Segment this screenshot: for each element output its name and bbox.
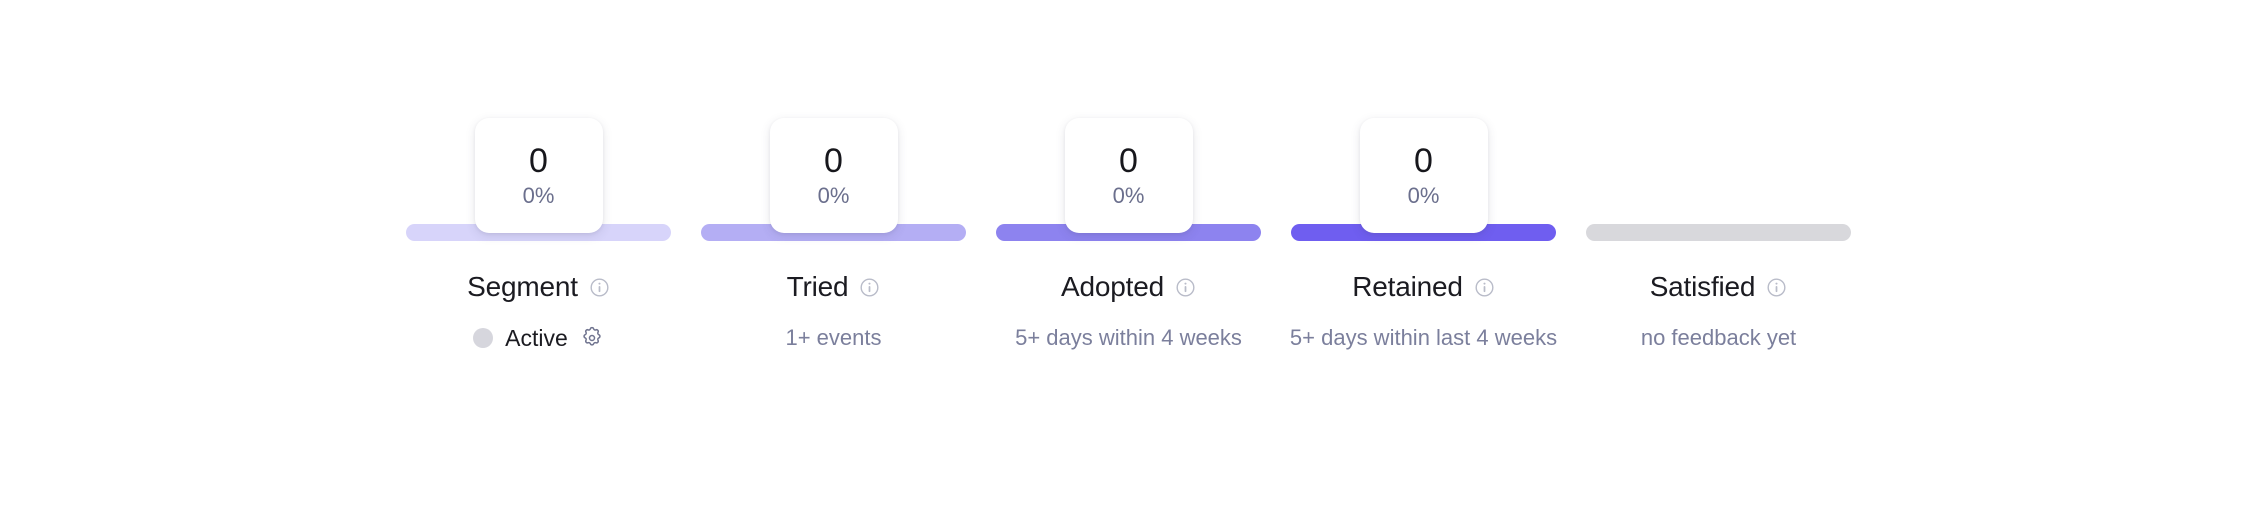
- stage-subtitle: no feedback yet: [1640, 325, 1797, 350]
- stage-label-row: Segment: [467, 271, 610, 303]
- funnel-stage-adopted: 0 0% Adopted 5+ days within 4 weeks: [996, 118, 1261, 353]
- stage-subtitle: 5+ days within last 4 weeks: [1289, 325, 1558, 350]
- status-dot: [473, 328, 494, 348]
- value-card-tried[interactable]: 0 0%: [769, 118, 898, 233]
- value-card-count: 0: [1119, 142, 1138, 180]
- value-card-slot: 0 0%: [701, 118, 966, 233]
- info-icon[interactable]: [1474, 277, 1495, 298]
- progress-bar-wrap: [1586, 224, 1851, 241]
- stage-subtitle: 1+ events: [785, 325, 882, 350]
- info-icon[interactable]: [589, 277, 610, 298]
- gear-icon[interactable]: [580, 326, 604, 350]
- value-card-percent: 0%: [522, 183, 555, 208]
- stage-subtitle-row: 1+ events: [785, 323, 881, 353]
- value-card-count: 0: [824, 142, 843, 180]
- value-card-percent: 0%: [1112, 183, 1145, 208]
- value-card-slot: 0 0%: [406, 118, 671, 233]
- value-card-segment[interactable]: 0 0%: [474, 118, 603, 233]
- stage-label-row: Retained: [1352, 271, 1494, 303]
- info-icon[interactable]: [1175, 277, 1196, 298]
- stage-title-satisfied: Satisfied: [1649, 271, 1756, 302]
- status-label: Active: [505, 324, 568, 351]
- stage-title-tried: Tried: [786, 271, 849, 302]
- value-card-retained[interactable]: 0 0%: [1359, 118, 1488, 233]
- info-icon[interactable]: [1766, 277, 1787, 298]
- funnel-stage-satisfied: Satisfied no feedback yet: [1586, 118, 1851, 353]
- stage-subtitle: 5+ days within 4 weeks: [1015, 325, 1242, 350]
- stage-label-row: Satisfied: [1650, 271, 1788, 303]
- info-icon[interactable]: [859, 277, 880, 298]
- value-card-percent: 0%: [1407, 183, 1440, 208]
- value-card-percent: 0%: [817, 183, 850, 208]
- stage-title-segment: Segment: [467, 271, 578, 302]
- funnel-stage-retained: 0 0% Retained 5+ days within last 4 week…: [1290, 118, 1557, 353]
- stage-subtitle-row: no feedback yet: [1641, 323, 1796, 353]
- value-card-slot: 0 0%: [996, 118, 1261, 233]
- value-card-count: 0: [1414, 142, 1433, 180]
- funnel-stage-tried: 0 0% Tried 1+ events: [701, 118, 966, 353]
- stage-label-row: Tried: [787, 271, 881, 303]
- value-card-slot: 0 0%: [1291, 118, 1556, 233]
- value-card-adopted[interactable]: 0 0%: [1064, 118, 1193, 233]
- progress-bar-satisfied[interactable]: [1586, 224, 1851, 241]
- stage-title-adopted: Adopted: [1061, 271, 1164, 302]
- value-card-count: 0: [529, 142, 548, 180]
- value-card-slot: [1586, 118, 1851, 233]
- stage-status-row: Active: [473, 323, 604, 353]
- stage-subtitle-row: 5+ days within 4 weeks: [1015, 323, 1242, 353]
- stage-label-row: Adopted: [1061, 271, 1196, 303]
- funnel-stage-segment: 0 0% Segment Active: [406, 118, 671, 353]
- stage-title-retained: Retained: [1352, 271, 1463, 302]
- stage-subtitle-row: 5+ days within last 4 weeks: [1290, 323, 1557, 353]
